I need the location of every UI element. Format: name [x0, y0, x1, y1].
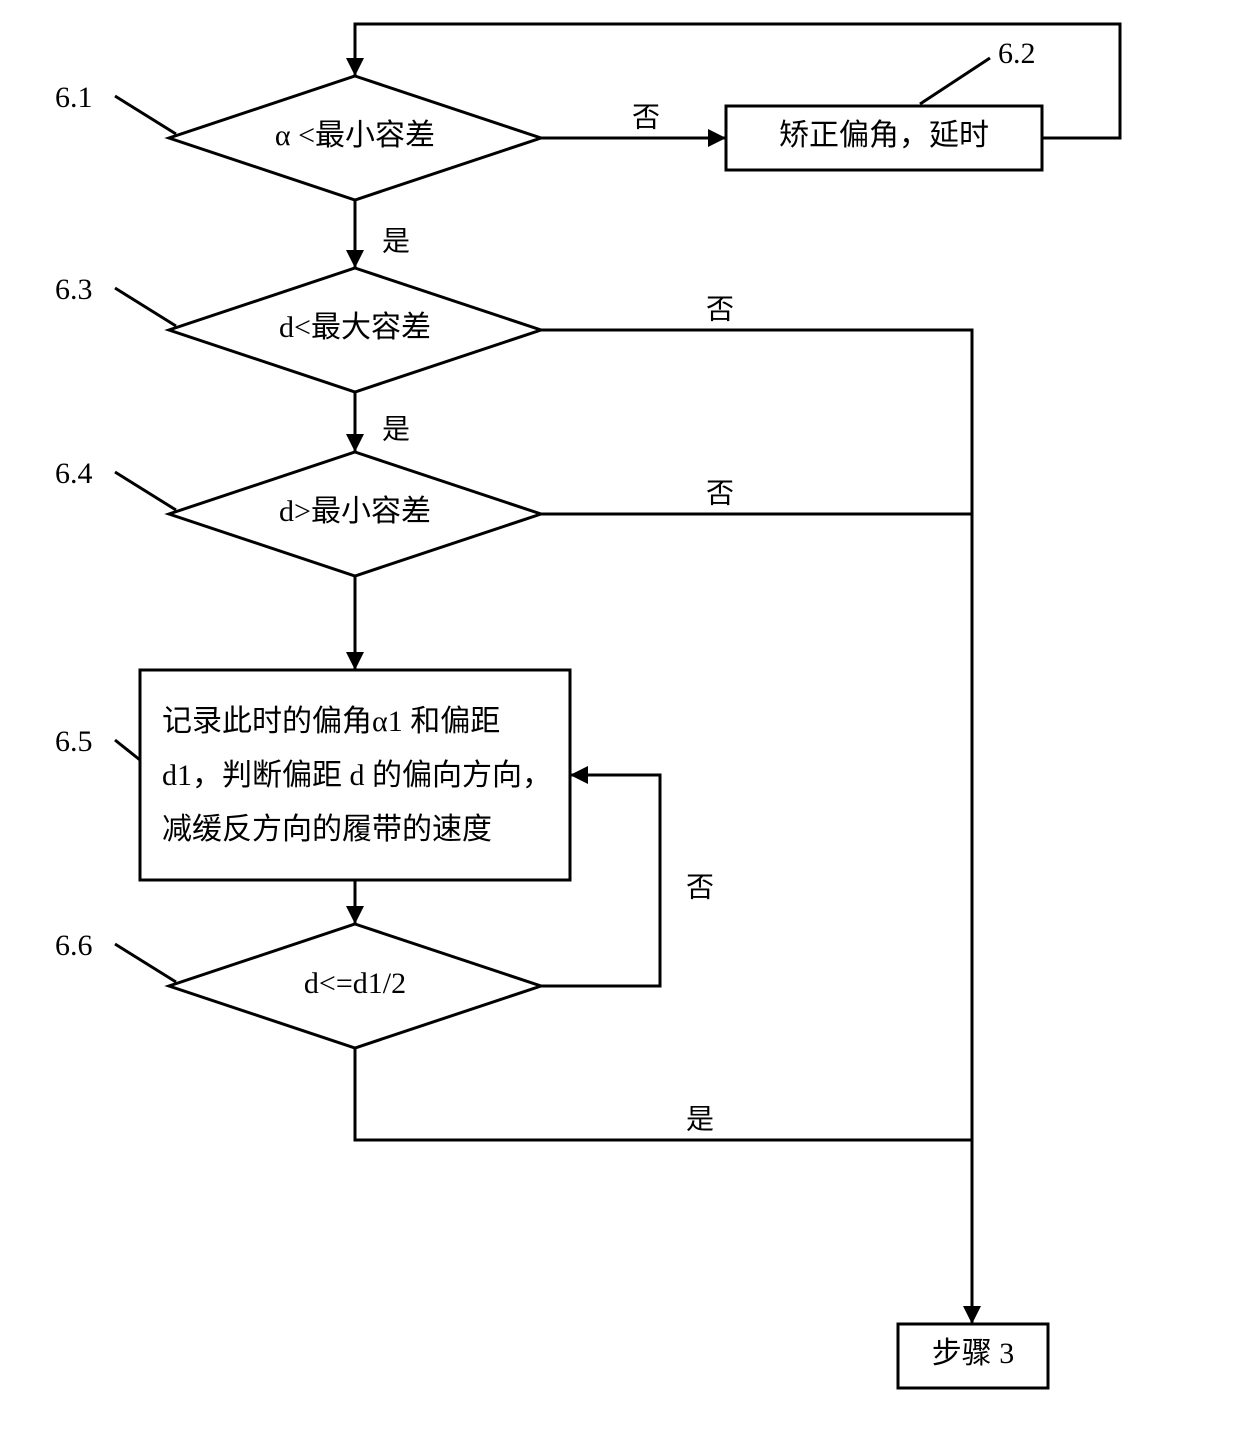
edge-label: 否	[706, 294, 734, 325]
arrowhead	[346, 58, 364, 76]
edge-label: 是	[686, 1104, 714, 1135]
node-text: 矫正偏角，延时	[779, 119, 989, 152]
node-r62: 矫正偏角，延时	[726, 106, 1042, 170]
node-text: d<=d1/2	[304, 967, 406, 1000]
callout-c62: 6.2	[920, 37, 1036, 104]
edge-d61-yes-d63: 是	[355, 200, 410, 268]
node-d63: d<最大容差	[169, 268, 541, 392]
edge-label: 是	[382, 226, 410, 257]
node-step3: 步骤 3	[898, 1324, 1048, 1388]
node-text: d<最大容差	[279, 311, 431, 344]
arrowhead	[346, 434, 364, 452]
node-text-line: d1，判断偏距 d 的偏向方向，	[162, 759, 552, 792]
callout-c64: 6.4	[55, 457, 176, 510]
edge-label: 是	[382, 414, 410, 445]
node-text-line: 记录此时的偏角α1 和偏距	[162, 705, 500, 738]
callout-label: 6.3	[55, 273, 93, 306]
arrowhead	[708, 129, 726, 147]
callout-c63: 6.3	[55, 273, 176, 326]
node-d61: α <最小容差	[169, 76, 541, 200]
arrowhead	[346, 906, 364, 924]
node-r65: 记录此时的偏角α1 和偏距 d1，判断偏距 d 的偏向方向， 减缓反方向的履带的速度	[140, 670, 570, 880]
callout-label: 6.1	[55, 81, 93, 114]
edge-d61-no-r62: 否	[541, 102, 726, 138]
node-text: α <最小容差	[275, 119, 435, 152]
arrowhead	[570, 766, 588, 784]
edge-label: 否	[632, 102, 660, 133]
node-d66: d<=d1/2	[169, 924, 541, 1048]
edge-label: 否	[706, 478, 734, 509]
node-text: d>最小容差	[279, 495, 431, 528]
edge-d66-yes-step3: 是	[355, 1048, 972, 1140]
edge-d64-no-step3: 否	[541, 478, 972, 514]
arrowhead	[346, 250, 364, 268]
edge-label: 否	[686, 872, 714, 903]
edge-d63-yes-d64: 是	[355, 392, 410, 452]
callout-label: 6.5	[55, 725, 93, 758]
callout-c66: 6.6	[55, 929, 176, 982]
callout-c65: 6.5	[55, 725, 140, 760]
callout-c61: 6.1	[55, 81, 176, 134]
callout-label: 6.6	[55, 929, 93, 962]
arrowhead	[346, 652, 364, 670]
node-text-line: 减缓反方向的履带的速度	[162, 813, 492, 846]
arrowhead	[963, 1306, 981, 1324]
callout-label: 6.4	[55, 457, 93, 490]
node-d64: d>最小容差	[169, 452, 541, 576]
callout-label: 6.2	[998, 37, 1036, 70]
edge-d63-no-step3: 否	[541, 294, 972, 1324]
flowchart-stage: 否是是否否否是α <最小容差矫正偏角，延时d<最大容差d>最小容差记录此时的偏角…	[0, 0, 1240, 1436]
node-text: 步骤 3	[932, 1337, 1015, 1370]
